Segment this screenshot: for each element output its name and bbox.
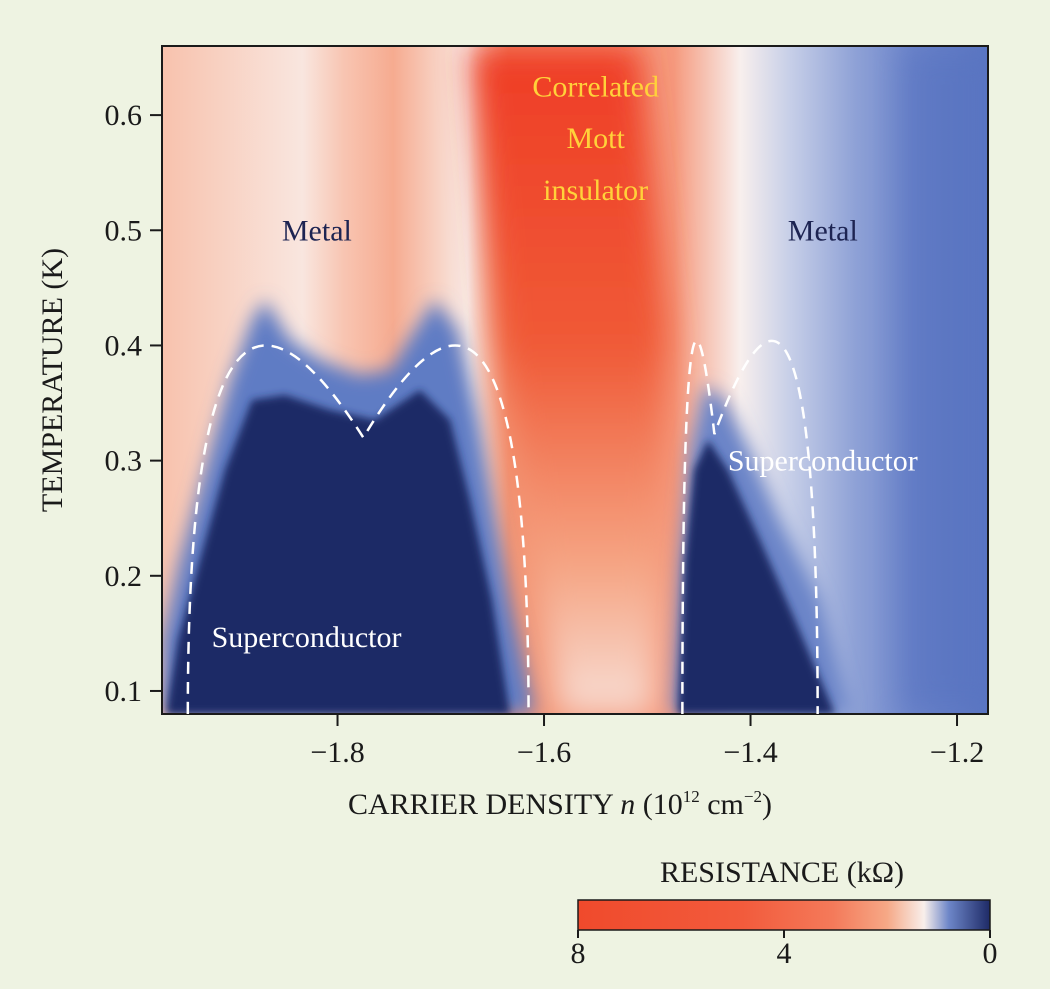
x-tick-label: −1.4 — [723, 736, 777, 769]
mott-insulator-region — [470, 46, 668, 714]
region-label: Correlated — [532, 70, 659, 103]
colorbar-title: RESISTANCE (kΩ) — [660, 856, 904, 889]
region-label: Superconductor — [212, 621, 402, 654]
right-metal-blue-region — [900, 46, 988, 714]
region-label: insulator — [543, 174, 648, 207]
left-dome-dashed-boundary — [186, 344, 530, 714]
x-axis-title-unit-open: (10 — [635, 788, 683, 821]
x-tick-label: −1.8 — [310, 736, 364, 769]
y-tick-label: 0.2 — [105, 560, 143, 593]
colorbar-tick-label: 0 — [983, 937, 998, 970]
region-label: Metal — [788, 214, 858, 247]
region-label: Mott — [566, 122, 625, 155]
y-tick-label: 0.1 — [105, 675, 143, 708]
y-tick-label: 0.3 — [105, 445, 143, 478]
y-axis-ticks: 0.1 0.2 0.3 0.4 0.5 0.6 — [105, 99, 162, 708]
x-tick-label: −1.6 — [517, 736, 571, 769]
x-axis-title-exp: 12 — [683, 787, 700, 806]
x-axis-title: CARRIER DENSITY n (1012 cm−2) — [348, 787, 772, 821]
left-superconductor-core-region — [166, 390, 510, 714]
right-dome-dashed-boundary — [681, 339, 819, 714]
x-axis-title-unit-mid: cm — [700, 788, 744, 821]
x-axis-title-main: CARRIER DENSITY — [348, 788, 620, 821]
x-axis-title-unit-close: ) — [762, 788, 772, 821]
colorbar-gradient — [577, 899, 991, 931]
y-tick-label: 0.6 — [105, 99, 143, 132]
x-axis-ticks: −1.8 −1.6 −1.4 −1.2 — [310, 714, 984, 769]
colorbar-ticks: 8 4 0 — [571, 930, 998, 970]
y-tick-label: 0.4 — [105, 329, 143, 362]
region-label: Superconductor — [728, 445, 918, 478]
heatmap-field — [162, 46, 988, 714]
y-tick-label: 0.5 — [105, 214, 143, 247]
colorbar-tick-label: 4 — [777, 937, 792, 970]
x-axis-title-var: n — [620, 788, 635, 821]
colorbar-tick-label: 8 — [571, 937, 586, 970]
y-axis-title: TEMPERATURE (K) — [36, 248, 69, 512]
right-superconductor-core-region — [678, 440, 835, 714]
x-tick-label: −1.2 — [930, 736, 984, 769]
region-label: Metal — [282, 214, 352, 247]
plot-frame — [161, 45, 989, 715]
x-axis-title-exp2: −2 — [744, 787, 762, 806]
region-annotations: Metal Metal Correlated Mott insulator Superco… — [212, 70, 918, 654]
